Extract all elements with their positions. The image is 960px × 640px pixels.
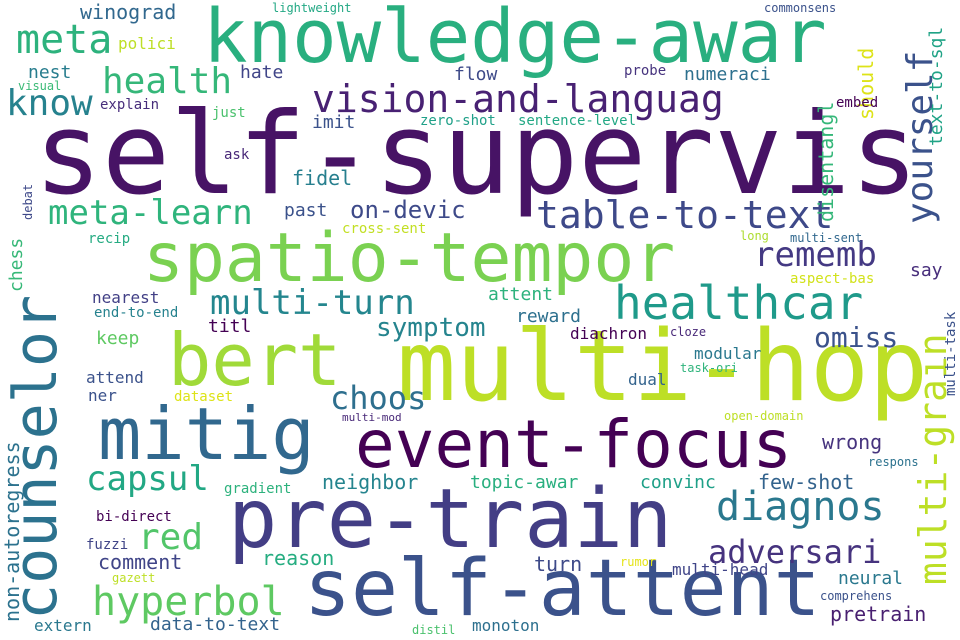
word-debat: debat [21, 183, 35, 220]
word-monoton: monoton [472, 616, 540, 635]
word-multi-turn: multi-turn [210, 283, 415, 323]
word-hate: hate [240, 62, 284, 83]
word-keep: keep [96, 328, 140, 349]
word-meta: meta [16, 17, 113, 63]
word-data-to-text: data-to-text [150, 614, 281, 635]
word-just: just [212, 105, 246, 121]
word-multi-hop: multi-hop [397, 310, 929, 424]
word-fuzzi: fuzzi [86, 537, 129, 553]
word-mitig: mitig [98, 392, 315, 476]
word-text-to-sql: text-to-sql [926, 26, 947, 146]
word-extern: extern [34, 616, 92, 635]
word-knowledge-awar: knowledge-awar [203, 0, 827, 80]
word-numeraci: numeraci [684, 64, 771, 85]
word-commonsens: commonsens [764, 1, 837, 15]
word-spatio-tempor: spatio-tempor [143, 219, 676, 298]
word-bert: bert [168, 318, 342, 402]
word-pretrain: pretrain [830, 602, 927, 626]
word-task-ori: task-ori [680, 361, 738, 375]
word-visual: visual [18, 79, 62, 93]
word-wrong: wrong [822, 430, 883, 454]
word-dual: dual [628, 370, 667, 389]
word-multi-sent: multi-sent [790, 231, 863, 245]
word-modular: modular [694, 344, 762, 363]
word-choos: choos [330, 379, 427, 417]
word-self-attent: self-attent [304, 544, 821, 634]
word-pre-train: pre-train [228, 472, 673, 567]
word-neural: neural [838, 568, 904, 589]
word-multi-task: multi-task [943, 311, 959, 396]
word-rumor: rumor [620, 555, 657, 569]
word-say: say [910, 260, 943, 281]
word-reason: reason [262, 546, 335, 570]
word-distil: distil [412, 623, 456, 637]
word-explain: explain [100, 97, 160, 113]
word-cross-sent: cross-sent [342, 221, 427, 237]
word-neighbor: neighbor [322, 470, 419, 494]
word-topic-awar: topic-awar [470, 472, 579, 493]
word-zero-shot: zero-shot [420, 113, 496, 129]
word-fidel: fidel [292, 166, 353, 190]
word-multi-head: multi-head [672, 560, 769, 579]
word-bi-direct: bi-direct [96, 509, 172, 525]
word-event-focus: event-focus [355, 406, 793, 483]
word-meta-learn: meta-learn [48, 193, 253, 233]
word-cloze: cloze [670, 325, 707, 339]
word-diagnos: diagnos [716, 484, 885, 530]
word-dataset: dataset [174, 389, 234, 405]
word-multi-mod: multi-mod [342, 411, 402, 424]
word-know: know [6, 83, 93, 124]
word-omiss: omiss [814, 321, 899, 354]
word-flow: flow [454, 64, 498, 85]
word-few-shot: few-shot [758, 470, 855, 494]
word-winograd: winograd [80, 0, 177, 24]
word-past: past [284, 200, 328, 221]
word-capsul: capsul [86, 459, 209, 499]
word-titl: titl [208, 316, 252, 337]
word-recip: recip [88, 231, 131, 247]
word-self-supervis: self-supervis [34, 88, 919, 220]
word-open-domain: open-domain [724, 409, 804, 423]
word-symptom: symptom [376, 313, 486, 343]
word-disentangl: disentangl [814, 101, 838, 222]
word-diachron: diachron [570, 324, 648, 343]
word-non-autoregress: non-autoregress [0, 441, 24, 622]
word-polici: polici [118, 34, 176, 53]
word-attent: attent [488, 284, 554, 305]
word-on-devic: on-devic [350, 196, 466, 224]
word-comprehens: comprehens [820, 589, 893, 603]
word-attend: attend [86, 368, 144, 387]
word-imit: imit [312, 112, 356, 133]
word-ner: ner [88, 386, 117, 405]
word-vision-and-languag: vision-and-languag [312, 77, 724, 121]
word-ask: ask [224, 147, 250, 163]
word-turn: turn [534, 552, 583, 576]
word-embed: embed [836, 95, 879, 111]
word-gazett: gazett [112, 571, 156, 585]
word-comment: comment [98, 550, 183, 574]
word-long: long [740, 229, 769, 243]
word-reward: reward [516, 306, 582, 327]
word-end-to-end: end-to-end [94, 305, 179, 321]
word-gradient: gradient [224, 481, 292, 497]
word-chess: chess [6, 237, 27, 292]
word-lightweight: lightweight [272, 1, 352, 15]
word-nearest: nearest [92, 288, 160, 307]
word-health: health [102, 61, 233, 102]
word-sentence-level: sentence-level [518, 113, 637, 129]
word-rememb: rememb [754, 235, 877, 275]
word-table-to-text: table-to-text [536, 193, 834, 237]
word-convinc: convinc [640, 472, 716, 493]
word-healthcar: healthcar [614, 276, 864, 330]
word-nest: nest [28, 62, 72, 83]
word-hyperbol: hyperbol [92, 579, 285, 625]
word-aspect-bas: aspect-bas [790, 271, 875, 287]
word-respons: respons [868, 455, 919, 469]
word-red: red [138, 517, 204, 558]
word-adversari: adversari [708, 533, 882, 571]
word-probe: probe [624, 63, 667, 79]
